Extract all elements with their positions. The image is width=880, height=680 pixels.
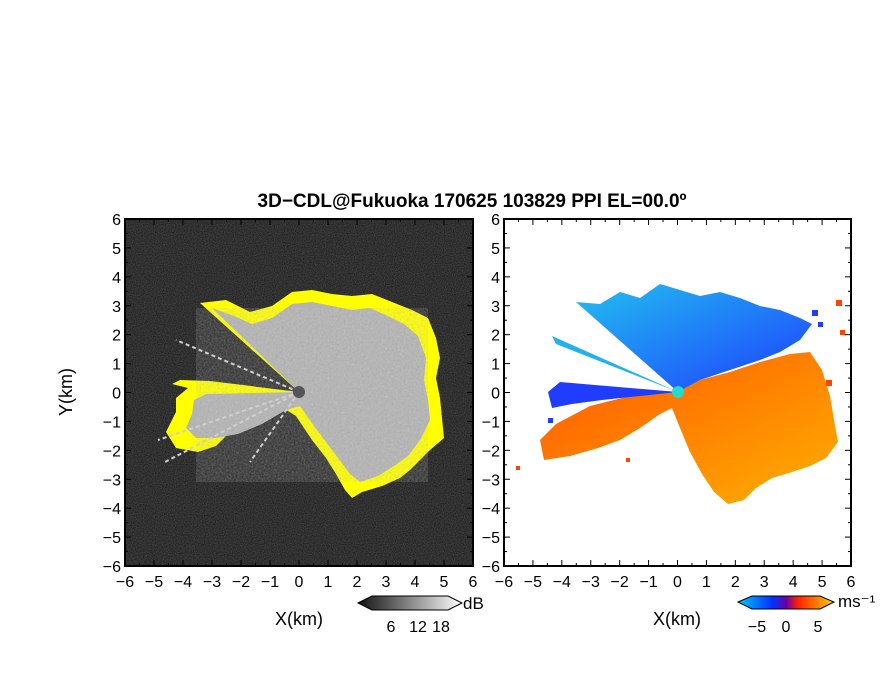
velocity-xtick-label: −2: [611, 574, 629, 591]
velocity-xtick-label: 4: [789, 574, 798, 591]
snr-beams: [157, 339, 300, 463]
velocity-speckles: [516, 300, 845, 470]
velocity-ytick-label: −5: [482, 530, 500, 547]
snr-colorbar-ticks: 6 12 18: [387, 619, 450, 636]
snr-xtick-label: 4: [411, 574, 420, 591]
snr-xtick-label: −4: [174, 574, 192, 591]
snr-xtick-label: 6: [469, 574, 478, 591]
snr-xtick-label: 1: [324, 574, 333, 591]
velocity-xtick-label: 6: [847, 574, 856, 591]
velocity-xlabel: X(km): [653, 609, 701, 629]
snr-ytick-label: 3: [112, 299, 121, 316]
snr-colorbar-tick-label: 12: [409, 619, 427, 636]
velocity-xtick-label: 2: [731, 574, 740, 591]
velocity-ytick-label: 5: [491, 241, 500, 258]
snr-xtick-label: −5: [145, 574, 163, 591]
velocity-xtick-label: −6: [495, 574, 513, 591]
velocity-colorbar: −5 0 5 ms⁻¹: [736, 592, 876, 636]
velocity-panel: −6 −5 −4 −3 −2 −1 0 1 2 3 4 5 6 −6 −5 −4 −3 −2 −1 0 1 2 3 4 5 6 X…: [482, 212, 876, 636]
snr-echo-texture: [196, 308, 428, 482]
velocity-ytick-label: −3: [482, 472, 500, 489]
snr-xtick-label: 3: [382, 574, 391, 591]
snr-colorbar: 6 12 18 dB: [356, 594, 484, 636]
velocity-ytick-label: 6: [491, 212, 500, 229]
velocity-receding-region: [540, 352, 838, 504]
velocity-ytick-label: 1: [491, 357, 500, 374]
snr-ylabel: Y(km): [56, 368, 76, 416]
velocity-colorbar-tick-label: −5: [748, 619, 766, 636]
velocity-ytick-label: −4: [482, 501, 500, 518]
velocity-axis-ticks: −6 −5 −4 −3 −2 −1 0 1 2 3 4 5 6 −6 −5 −4 −3 −2 −1 0 1 2 3 4 5 6: [482, 212, 856, 591]
velocity-ytick-label: 4: [491, 270, 500, 287]
snr-ytick-label: −6: [103, 559, 121, 576]
snr-radar-origin: [293, 386, 305, 398]
snr-ytick-label: 2: [112, 328, 121, 345]
velocity-xtick-label: −1: [639, 574, 657, 591]
velocity-xtick-label: 1: [702, 574, 711, 591]
snr-xtick-label: 2: [353, 574, 362, 591]
velocity-colorbar-tick-label: 5: [814, 619, 823, 636]
snr-ytick-label: 6: [112, 212, 121, 229]
snr-xtick-label: −6: [116, 574, 134, 591]
velocity-ytick-label: 0: [491, 386, 500, 403]
velocity-colorbar-unit: ms⁻¹: [838, 592, 876, 611]
velocity-xtick-label: 5: [818, 574, 827, 591]
snr-ytick-label: −1: [103, 414, 121, 431]
snr-xtick-label: −1: [261, 574, 279, 591]
velocity-xtick-label: −3: [582, 574, 600, 591]
snr-xtick-label: 0: [295, 574, 304, 591]
velocity-ytick-label: −6: [482, 559, 500, 576]
snr-ytick-label: −2: [103, 443, 121, 460]
snr-ytick-label: 4: [112, 270, 121, 287]
chart-title: 3D−CDL@Fukuoka 170625 103829 PPI EL=00.0…: [258, 191, 687, 212]
velocity-ytick-label: 2: [491, 328, 500, 345]
snr-colorbar-tick-label: 6: [387, 619, 396, 636]
velocity-approaching-region: [576, 284, 812, 392]
velocity-speckles-blue: [548, 310, 823, 423]
velocity-ytick-label: −2: [482, 443, 500, 460]
velocity-radar-origin: [672, 386, 684, 398]
snr-ytick-label: 1: [112, 357, 121, 374]
velocity-colorbar-ticks: −5 0 5: [748, 619, 823, 636]
velocity-xtick-label: −5: [524, 574, 542, 591]
snr-ytick-label: 0: [112, 386, 121, 403]
snr-colorbar-unit: dB: [463, 594, 484, 613]
snr-xtick-label: −3: [203, 574, 221, 591]
velocity-beam: [552, 336, 678, 392]
snr-xtick-label: −2: [232, 574, 250, 591]
snr-ytick-label: −5: [103, 530, 121, 547]
snr-ytick-label: −3: [103, 472, 121, 489]
snr-colorbar-tick-label: 18: [432, 619, 450, 636]
velocity-xtick-label: −4: [553, 574, 571, 591]
velocity-approaching-west: [548, 382, 678, 408]
snr-axis-ticks: −6 −5 −4 −3 −2 −1 0 1 2 3 4 5 6 −6 −5 −4 −3 −2 −1 0 1 2 3 4 5 6: [103, 212, 478, 591]
velocity-ytick-label: 3: [491, 299, 500, 316]
velocity-xtick-label: 0: [673, 574, 682, 591]
snr-xlabel: X(km): [275, 609, 323, 629]
velocity-colorbar-tick-label: 0: [782, 619, 791, 636]
snr-ytick-label: −4: [103, 501, 121, 518]
velocity-ytick-label: −1: [482, 414, 500, 431]
snr-ytick-label: 5: [112, 241, 121, 258]
velocity-xtick-label: 3: [760, 574, 769, 591]
snr-xtick-label: 5: [440, 574, 449, 591]
